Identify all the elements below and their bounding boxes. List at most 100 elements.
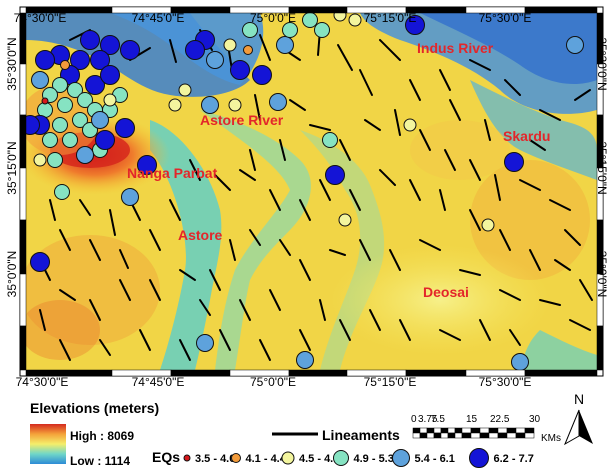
bottom-tick-label: 75°0'0"E [250,375,296,389]
graticule-segment [596,325,604,371]
scale-unit-label: KMs [541,433,561,444]
scale-cell [412,427,421,434]
lineament [439,329,461,341]
eq-legend-symbol [183,454,191,462]
lineament [484,119,491,141]
eq-legend-label: 4.1 - 4.4 [246,453,287,465]
scale-cell [454,427,463,434]
lineament [179,269,196,281]
lineament [289,99,306,111]
earthquake-marker [121,188,139,206]
earthquake-marker [348,13,362,27]
lineament [139,329,151,351]
scale-cell [426,432,435,439]
earthquake-marker [243,45,253,55]
bottom-tick-label: 75°30'0"E [479,375,532,389]
lineament [539,299,561,306]
earthquake-marker [90,50,110,70]
lineament [59,339,71,361]
scale-cell [497,427,508,434]
scale-cell [479,427,490,434]
earthquake-marker [70,50,90,70]
earthquake-marker [481,218,495,232]
earthquake-marker [60,60,70,70]
top-tick-label: 75°0'0"E [250,11,296,25]
graticule-segment [288,369,348,377]
scale-cell [461,427,472,434]
top-tick-label: 74°45'0"E [132,11,185,25]
lineament [554,259,571,271]
top-ticks: 74°30'0"E 74°45'0"E 75°0'0"E 75°15'0"E 7… [14,11,532,25]
lineament [539,109,561,121]
lineament [169,39,177,63]
earthquake-marker [403,118,417,132]
lineament [214,174,231,191]
scale-cell [497,432,508,439]
scale-cell [470,432,481,439]
earthquake-marker [196,334,214,352]
lineament [239,299,251,321]
left-ticks: 35°30'0"N 35°15'0"N 35°0'0"N [5,37,19,297]
graticule-segment [19,219,27,275]
earthquake-marker [100,35,120,55]
lineament [179,339,191,361]
lineament [499,289,521,301]
lineament [504,79,521,96]
lineament [479,319,491,341]
earthquake-marker [26,115,40,135]
graticule-segment [19,167,27,221]
lineament [389,249,401,271]
legend: Elevations (meters) High : 8069 Low : 11… [30,391,593,468]
elevation-high-label: High : 8069 [70,429,134,443]
lineament [379,169,396,186]
eq-legend-items: 3.5 - 4.0 4.1 - 4.4 4.5 - 4.8 4.9 - 5.3 5.4 … [183,448,534,468]
right-tick-label: 35°0'0"N [595,251,609,298]
top-tick-label: 74°30'0"E [14,11,67,25]
earthquake-marker [201,96,219,114]
lineament [369,309,381,331]
scale-bar: 0 3.75 7.5 15 22.5 30 KMs [411,414,561,444]
earthquake-marker [333,13,347,22]
lineament [269,289,281,311]
lineament [99,339,111,356]
lineament [359,239,371,261]
scale-cell [433,432,442,439]
scale-cell [426,427,435,434]
earthquake-marker [100,65,120,85]
lineament [109,209,116,236]
earthquake-marker [54,184,70,200]
lineament [564,229,581,246]
earthquake-marker [338,213,352,227]
scale-tick-label: 30 [529,414,541,425]
scale-cell [506,432,517,439]
lineament [394,109,401,136]
scale-tick-label: 15 [466,414,478,425]
earthquake-marker [52,77,68,93]
eq-legend-symbol [392,449,410,467]
lineament [169,199,181,221]
lineament [319,299,326,321]
lineament [189,159,201,181]
lineament [499,229,511,251]
lineament [279,239,291,256]
eq-legend-symbol [281,451,295,465]
lineament [509,329,521,346]
elevation-color-ramp [30,424,66,464]
earthquake-marker [103,93,117,107]
lineament [494,174,501,201]
earthquake-marker [91,111,109,129]
lineament [469,59,491,71]
earthquake-marker [302,13,318,28]
lineament [574,89,591,101]
lineament [449,99,461,121]
graticule-segment [524,369,598,377]
eq-legend-title: EQs [152,449,180,465]
earthquake-marker [276,36,294,54]
eq-legend-label: 4.5 - 4.8 [299,453,339,465]
lineament [39,309,46,331]
scale-cell [447,432,456,439]
earthquake-marker [57,97,73,113]
scale-cell [515,432,526,439]
graticule-segment [19,63,27,116]
lineament [119,279,131,301]
